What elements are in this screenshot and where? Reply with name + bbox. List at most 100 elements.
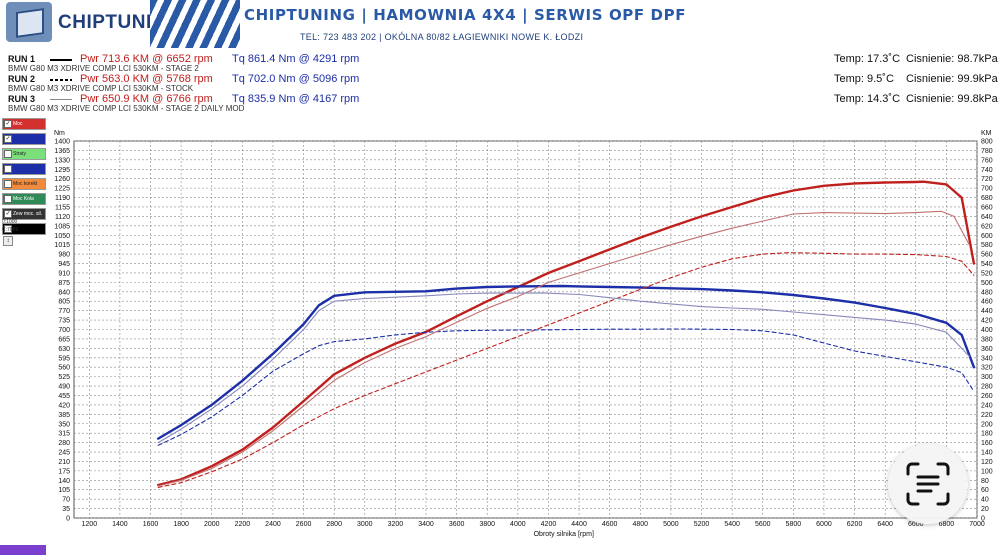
run-torque: Tq 861.4 Nm @ 4291 rpm bbox=[232, 53, 360, 65]
y-right-tick-label: 600 bbox=[981, 233, 993, 240]
legend-item[interactable]: Moc korekt bbox=[2, 178, 46, 190]
y-left-tick-label: 455 bbox=[58, 393, 70, 400]
x-tick-label: 1200 bbox=[82, 521, 98, 528]
x-tick-label: 3800 bbox=[479, 521, 495, 528]
legend-checkbox[interactable] bbox=[4, 225, 12, 233]
y-left-tick-label: 35 bbox=[62, 506, 70, 513]
y-left-tick-label: 1155 bbox=[55, 204, 70, 211]
legend-checkbox[interactable]: ✓ bbox=[4, 120, 12, 128]
legend-checkbox[interactable] bbox=[4, 180, 12, 188]
y-right-tick-label: 720 bbox=[981, 176, 993, 183]
x-axis-label: Obroty silnika [rpm] bbox=[534, 531, 594, 538]
legend-checkbox[interactable] bbox=[4, 150, 12, 158]
run-torque: Tq 835.9 Nm @ 4167 rpm bbox=[232, 93, 360, 105]
run-label: RUN 2 bbox=[8, 74, 36, 84]
legend-checkbox[interactable] bbox=[4, 195, 12, 203]
y-right-tick-label: 740 bbox=[981, 167, 993, 174]
legend-label: Zew moc. sil. bbox=[13, 211, 43, 217]
y-left-tick-label: 700 bbox=[58, 327, 70, 334]
y-right-tick-label: 540 bbox=[981, 261, 993, 268]
header: CHIPTUNING CHIPTUNING | HAMOWNIA 4X4 | S… bbox=[0, 0, 1000, 50]
legend-item[interactable] bbox=[2, 223, 46, 235]
plot-area bbox=[73, 140, 978, 519]
run-line-swatch bbox=[50, 79, 72, 81]
run-power: Pwr 650.9 KM @ 6766 rpm bbox=[80, 93, 213, 105]
series-line-power-run-2 bbox=[157, 252, 975, 488]
legend-item[interactable] bbox=[2, 163, 46, 175]
side-note: 0:1000 bbox=[2, 219, 18, 225]
y-right-tick-label: 660 bbox=[981, 204, 993, 211]
run-torque: Tq 702.0 Nm @ 5096 rpm bbox=[232, 73, 360, 85]
text-scan-button[interactable] bbox=[888, 444, 968, 524]
y-left-tick-label: 245 bbox=[58, 450, 70, 457]
decorative-stripes bbox=[150, 0, 240, 48]
y-left-tick-label: 210 bbox=[58, 459, 70, 466]
y-left-tick-label: 1400 bbox=[54, 139, 70, 146]
x-tick-label: 4000 bbox=[510, 521, 526, 528]
x-tick-label: 6000 bbox=[816, 521, 832, 528]
y-left-axis-label: Nm bbox=[54, 130, 65, 137]
x-tick-label: 5200 bbox=[694, 521, 710, 528]
side-note: C:7009 bbox=[2, 227, 19, 233]
y-left-tick-label: 525 bbox=[58, 374, 70, 381]
legend-item[interactable]: ✓ bbox=[2, 133, 46, 145]
y-left-tick-label: 280 bbox=[58, 440, 70, 447]
y-right-tick-label: 460 bbox=[981, 299, 993, 306]
x-tick-label: 3600 bbox=[449, 521, 465, 528]
y-left-tick-label: 1260 bbox=[54, 176, 70, 183]
legend-label: Straty bbox=[13, 151, 27, 157]
y-right-tick-label: 380 bbox=[981, 336, 993, 343]
y-right-tick-label: 640 bbox=[981, 214, 993, 221]
logo-icon bbox=[6, 2, 52, 42]
legend-item[interactable]: Moc Kola bbox=[2, 193, 46, 205]
legend-label: Moc bbox=[13, 121, 23, 127]
y-right-tick-label: 800 bbox=[981, 139, 993, 146]
series-line-torque-run-2 bbox=[157, 328, 975, 446]
y-left-tick-label: 910 bbox=[58, 270, 70, 277]
y-left-tick-label: 1190 bbox=[55, 195, 70, 202]
y-left-tick-label: 945 bbox=[58, 261, 70, 268]
x-tick-label: 2000 bbox=[204, 521, 220, 528]
run-row: RUN 1 BMW G80 M3 XDRIVE COMP LCI 530KM -… bbox=[8, 52, 998, 73]
y-right-tick-label: 0 bbox=[981, 516, 985, 523]
y-right-tick-label: 40 bbox=[981, 497, 989, 504]
x-tick-label: 1600 bbox=[143, 521, 159, 528]
y-left-tick-label: 1120 bbox=[55, 214, 70, 221]
legend-item[interactable]: ✓ Moc bbox=[2, 118, 46, 130]
x-tick-label: 7000 bbox=[969, 521, 985, 528]
y-left-tick-label: 175 bbox=[58, 468, 70, 475]
legend-checkbox[interactable]: ✓ bbox=[4, 135, 12, 143]
y-right-tick-label: 760 bbox=[981, 157, 993, 164]
legend-checkbox[interactable] bbox=[4, 165, 12, 173]
run-power: Pwr 713.6 KM @ 6652 rpm bbox=[80, 53, 213, 65]
x-tick-label: 3200 bbox=[388, 521, 404, 528]
y-right-tick-label: 300 bbox=[981, 374, 993, 381]
runs-panel: RUN 1 BMW G80 M3 XDRIVE COMP LCI 530KM -… bbox=[0, 50, 1000, 113]
legend-item[interactable]: ✓ Zew moc. sil. bbox=[2, 208, 46, 220]
x-tick-label: 2200 bbox=[235, 521, 251, 528]
banner-title: CHIPTUNING | HAMOWNIA 4X4 | SERWIS OPF D… bbox=[244, 6, 687, 24]
y-left-tick-label: 1365 bbox=[54, 148, 70, 155]
y-left-tick-label: 875 bbox=[58, 280, 70, 287]
run-temp: Temp: 14.3˚C bbox=[834, 93, 901, 105]
legend-checkbox[interactable]: ✓ bbox=[4, 210, 12, 218]
y-left-tick-label: 805 bbox=[58, 299, 70, 306]
y-left-tick-label: 840 bbox=[58, 289, 70, 296]
y-left-tick-label: 595 bbox=[58, 355, 70, 362]
y-right-tick-label: 480 bbox=[981, 289, 993, 296]
x-tick-label: 4400 bbox=[571, 521, 587, 528]
scan-text-icon bbox=[906, 462, 950, 506]
toggle-button[interactable]: ↕ bbox=[3, 236, 13, 246]
y-right-tick-label: 700 bbox=[981, 186, 993, 193]
y-left-tick-label: 490 bbox=[58, 384, 70, 391]
x-tick-label: 6600 bbox=[908, 521, 924, 528]
x-tick-label: 1400 bbox=[112, 521, 128, 528]
x-tick-label: 5800 bbox=[786, 521, 802, 528]
run-power: Pwr 563.0 KM @ 5768 rpm bbox=[80, 73, 213, 85]
y-right-tick-label: 80 bbox=[981, 478, 989, 485]
x-tick-label: 4800 bbox=[632, 521, 648, 528]
x-tick-label: 5000 bbox=[663, 521, 679, 528]
legend-item[interactable]: Straty bbox=[2, 148, 46, 160]
y-left-tick-label: 1085 bbox=[54, 223, 70, 230]
series-line-power-run-1 bbox=[157, 180, 976, 487]
